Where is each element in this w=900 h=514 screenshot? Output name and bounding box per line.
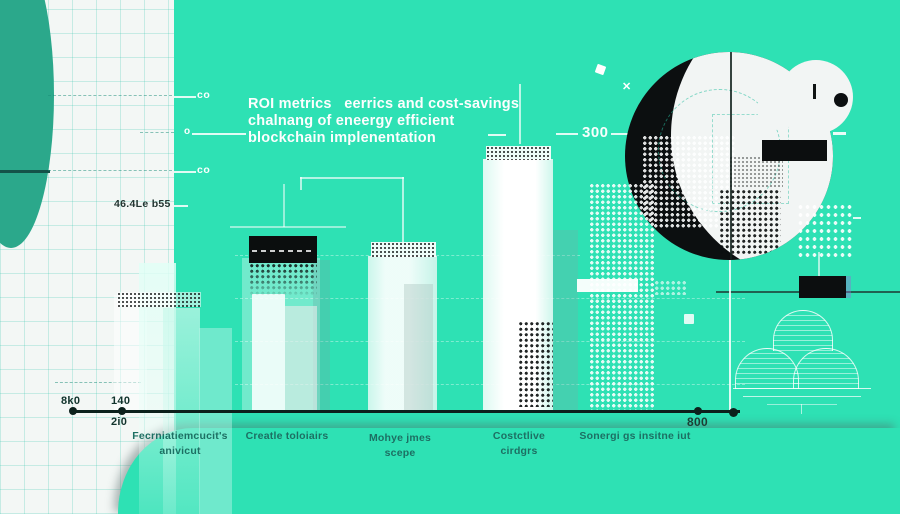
bar-3-halftone-top	[371, 242, 436, 257]
bar-5-band-extension	[654, 280, 686, 295]
chart-title: ROI metrics eerrics and cost-savings cha…	[248, 96, 548, 147]
category-label-3: Mohye jmes scepe	[325, 431, 475, 460]
axis-dot	[694, 407, 702, 415]
category-label-1: Fecrniatiemcucit's anivicut	[105, 429, 255, 458]
bar-5-white-band	[577, 279, 638, 292]
leader-line	[174, 171, 196, 173]
halftone-dash-rows	[729, 156, 784, 188]
axis-dot	[729, 408, 738, 417]
bar-4-shadow	[553, 230, 578, 412]
connector-line	[230, 226, 346, 228]
axis-dot	[118, 407, 126, 415]
bar-2-sub	[285, 306, 317, 412]
axis-tick-800: 800	[687, 415, 708, 429]
white-tick	[853, 217, 861, 219]
title-line-1: ROI metrics eerrics and cost-savings	[248, 96, 520, 112]
category-5-line-1: Sonergi gs insitne iut	[579, 430, 691, 442]
category-label-5: Sonergi gs insitne iut	[555, 429, 715, 444]
dome-arc	[773, 310, 833, 351]
x-mark: ✕	[622, 81, 632, 93]
bar-1d	[199, 328, 232, 514]
bar-5-halftone	[589, 183, 655, 411]
title-line-3: blockchain implenentation	[248, 130, 436, 146]
dome-arc	[793, 348, 859, 389]
reference-dash	[556, 133, 578, 135]
curved-teal-corner	[118, 428, 900, 514]
black-dot	[834, 93, 848, 107]
x-axis-line	[72, 410, 740, 413]
dome-base-line	[743, 396, 861, 397]
bracket-line	[300, 177, 302, 190]
bar-3-body	[368, 256, 437, 412]
reference-value-300: 300	[582, 124, 609, 141]
reference-dash	[488, 134, 506, 136]
category-1-line-1: Fecrniatiemcucit's	[132, 430, 228, 442]
panel-dash-line	[48, 170, 172, 171]
small-white-square	[684, 314, 694, 324]
bar-4-halftone-patch	[518, 321, 553, 407]
category-label-4: Costctlive cirdgrs	[444, 429, 594, 458]
category-2-line-1: Creatle toloiairs	[245, 430, 329, 442]
dome-line-art	[733, 310, 873, 414]
bar-3-sub	[404, 284, 433, 412]
axis-tick-2i0: 2i0	[111, 416, 128, 428]
bar-2-halftone-fade	[249, 263, 317, 297]
reference-dash	[611, 133, 629, 135]
leader-line	[192, 133, 246, 135]
category-4-line-2: cirdgrs	[500, 444, 538, 457]
halftone-black-dots	[718, 189, 781, 256]
bracket-line	[300, 177, 404, 179]
category-3-line-1: Mohye jmes	[368, 432, 432, 444]
dome-base-line	[733, 388, 871, 390]
category-4-line-1: Costctlive	[492, 430, 546, 442]
bracket-line	[402, 177, 404, 243]
leader-line	[174, 96, 196, 98]
category-1-line-2: anivicut	[159, 444, 201, 457]
panel-value-label: 46.4Le b55	[114, 198, 171, 210]
white-tick	[833, 132, 846, 135]
axis-tick-140: 140	[111, 395, 131, 407]
diamond-mark	[594, 63, 607, 76]
axis-dot	[69, 407, 77, 415]
panel-dash-line	[48, 95, 172, 96]
side-label-o: o	[184, 126, 191, 137]
panel-dash-line	[55, 382, 141, 383]
halftone-strip-bar-1	[117, 292, 201, 307]
category-label-2: Creatle toloiairs	[212, 429, 362, 444]
bar-2-inner	[252, 294, 285, 412]
small-i-tick	[813, 84, 816, 99]
leader-line	[174, 205, 188, 207]
side-label-co-top: co	[197, 89, 211, 101]
panel-dash-line	[140, 132, 174, 133]
bar-4-halftone-top	[486, 146, 551, 160]
title-line-2: chalnang of eneergy efficient	[248, 113, 455, 129]
category-3-line-2: scepe	[384, 446, 416, 459]
bar-2-cap-dashes	[252, 250, 314, 252]
circle-vertical-line	[730, 52, 733, 260]
axis-tick-8k0: 8k0	[61, 395, 81, 407]
dark-line-on-blob	[0, 170, 50, 173]
dome-arc	[735, 348, 799, 389]
side-label-co-bottom: co	[197, 164, 211, 176]
black-bar-marker-bottom	[799, 276, 846, 298]
connector-line	[283, 184, 285, 227]
dome-stem	[801, 404, 803, 414]
vertical-guide-line	[729, 260, 731, 411]
black-bar-marker-top	[762, 140, 827, 161]
reference-leader-vertical	[519, 84, 521, 144]
halftone-grid-right	[797, 203, 852, 257]
connector-line	[818, 252, 820, 277]
bar-2-shadow	[313, 260, 330, 412]
bar-2-black-cap	[249, 236, 317, 263]
